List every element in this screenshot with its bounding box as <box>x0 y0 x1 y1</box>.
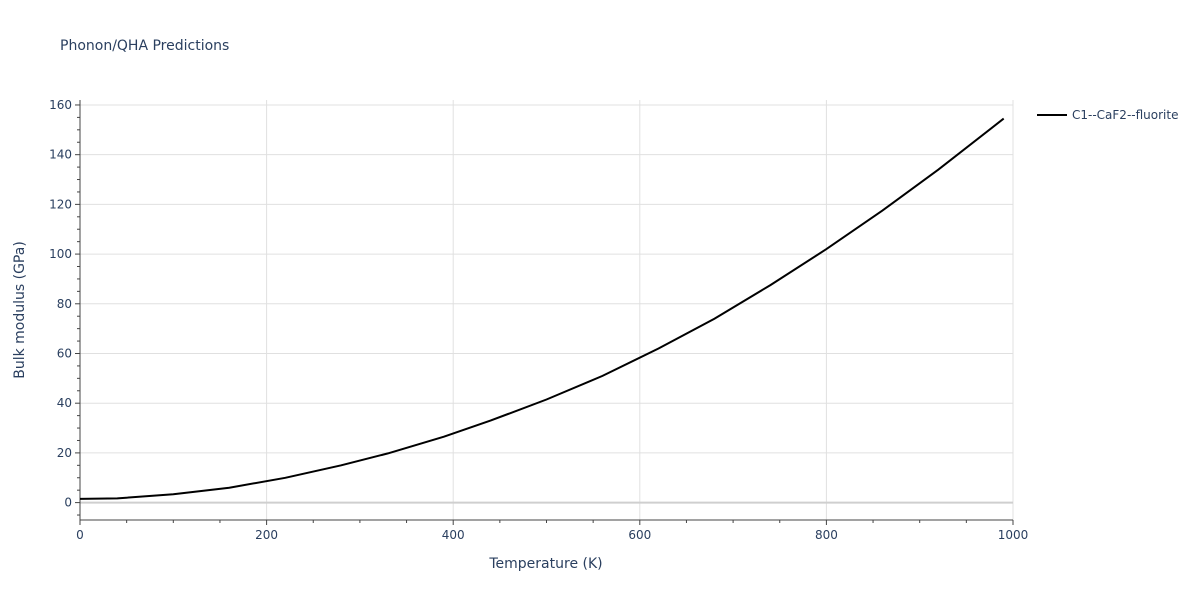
y-axis-ticks: 0 20 40 60 80 100 120 140 160 <box>49 98 80 516</box>
x-tick-label: 800 <box>815 528 838 542</box>
legend-label: C1--CaF2--fluorite <box>1072 108 1178 122</box>
y-tick-label: 20 <box>57 446 72 460</box>
series-lines <box>79 117 1005 500</box>
series-line-c1-caf2-fluorite <box>79 117 1005 500</box>
legend[interactable]: C1--CaF2--fluorite <box>1037 108 1178 122</box>
x-axis-title: Temperature (K) <box>488 556 602 572</box>
x-tick-label: 200 <box>255 528 278 542</box>
x-tick-label: 0 <box>76 528 84 542</box>
y-tick-label: 160 <box>49 98 72 112</box>
y-tick-label: 100 <box>49 247 72 261</box>
axes <box>79 100 1013 521</box>
x-tick-label: 600 <box>628 528 651 542</box>
legend-item[interactable]: C1--CaF2--fluorite <box>1037 108 1178 122</box>
x-tick-label: 1000 <box>998 528 1029 542</box>
y-tick-label: 80 <box>57 297 72 311</box>
y-tick-label: 60 <box>57 346 72 360</box>
y-tick-label: 120 <box>49 197 72 211</box>
y-tick-label: 0 <box>64 496 72 510</box>
x-tick-label: 400 <box>442 528 465 542</box>
x-axis-ticks: 0 200 400 600 800 1000 <box>76 520 1028 542</box>
y-axis-title: Bulk modulus (GPa) <box>12 241 28 379</box>
y-tick-label: 140 <box>49 148 72 162</box>
y-tick-label: 40 <box>57 396 72 410</box>
grid-lines <box>80 100 1014 520</box>
chart-title: Phonon/QHA Predictions <box>60 38 229 54</box>
